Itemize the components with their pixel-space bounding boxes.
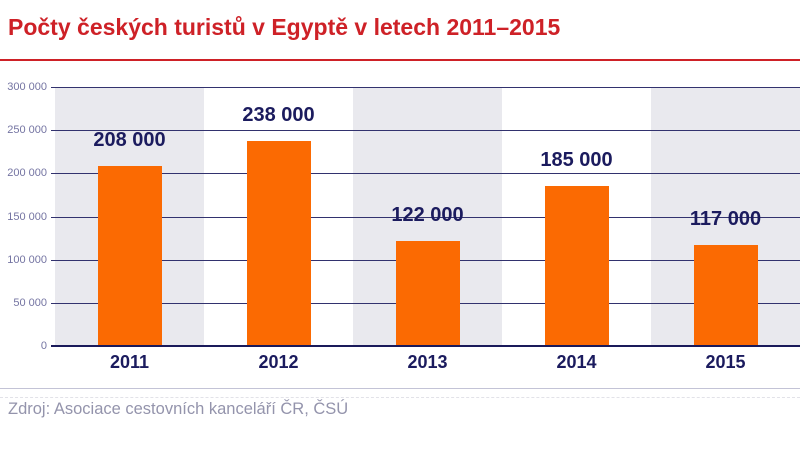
source-divider [0, 388, 800, 389]
x-axis-category-label: 2014 [556, 352, 597, 372]
source-text: Zdroj: Asociace cestovních kanceláří ČR,… [8, 400, 349, 418]
y-axis-tick-label: 50 000 [13, 297, 47, 309]
title-divider [0, 59, 800, 61]
bar-value-label: 238 000 [242, 104, 315, 126]
x-axis-line [51, 345, 800, 347]
gridline [51, 217, 800, 218]
y-axis-tick-label: 300 000 [7, 81, 47, 93]
bar [694, 245, 758, 346]
bar [545, 186, 609, 346]
bar-value-label: 208 000 [93, 129, 166, 151]
chart-title: Počty českých turistů v Egyptě v letech … [8, 14, 561, 40]
bar-value-label: 117 000 [689, 208, 762, 230]
gridline [51, 87, 800, 88]
bar [98, 166, 162, 346]
dashed-rule [0, 397, 800, 398]
y-axis-tick-label: 0 [40, 340, 47, 352]
bar-value-label: 122 000 [391, 204, 464, 226]
x-axis-category-label: 2013 [407, 352, 448, 372]
gridline [51, 130, 800, 131]
gridline [51, 173, 800, 174]
x-axis-category-label: 2012 [258, 352, 299, 372]
x-axis-category-label: 2011 [109, 352, 150, 372]
y-axis-tick-label: 250 000 [7, 124, 47, 136]
bar [396, 241, 460, 346]
y-axis-tick-label: 200 000 [7, 167, 47, 179]
bar-value-label: 185 000 [540, 149, 613, 171]
y-axis-tick-label: 100 000 [7, 254, 47, 266]
x-axis-category-label: 2015 [705, 352, 746, 372]
y-axis-tick-label: 150 000 [7, 211, 47, 223]
bar [247, 141, 311, 346]
